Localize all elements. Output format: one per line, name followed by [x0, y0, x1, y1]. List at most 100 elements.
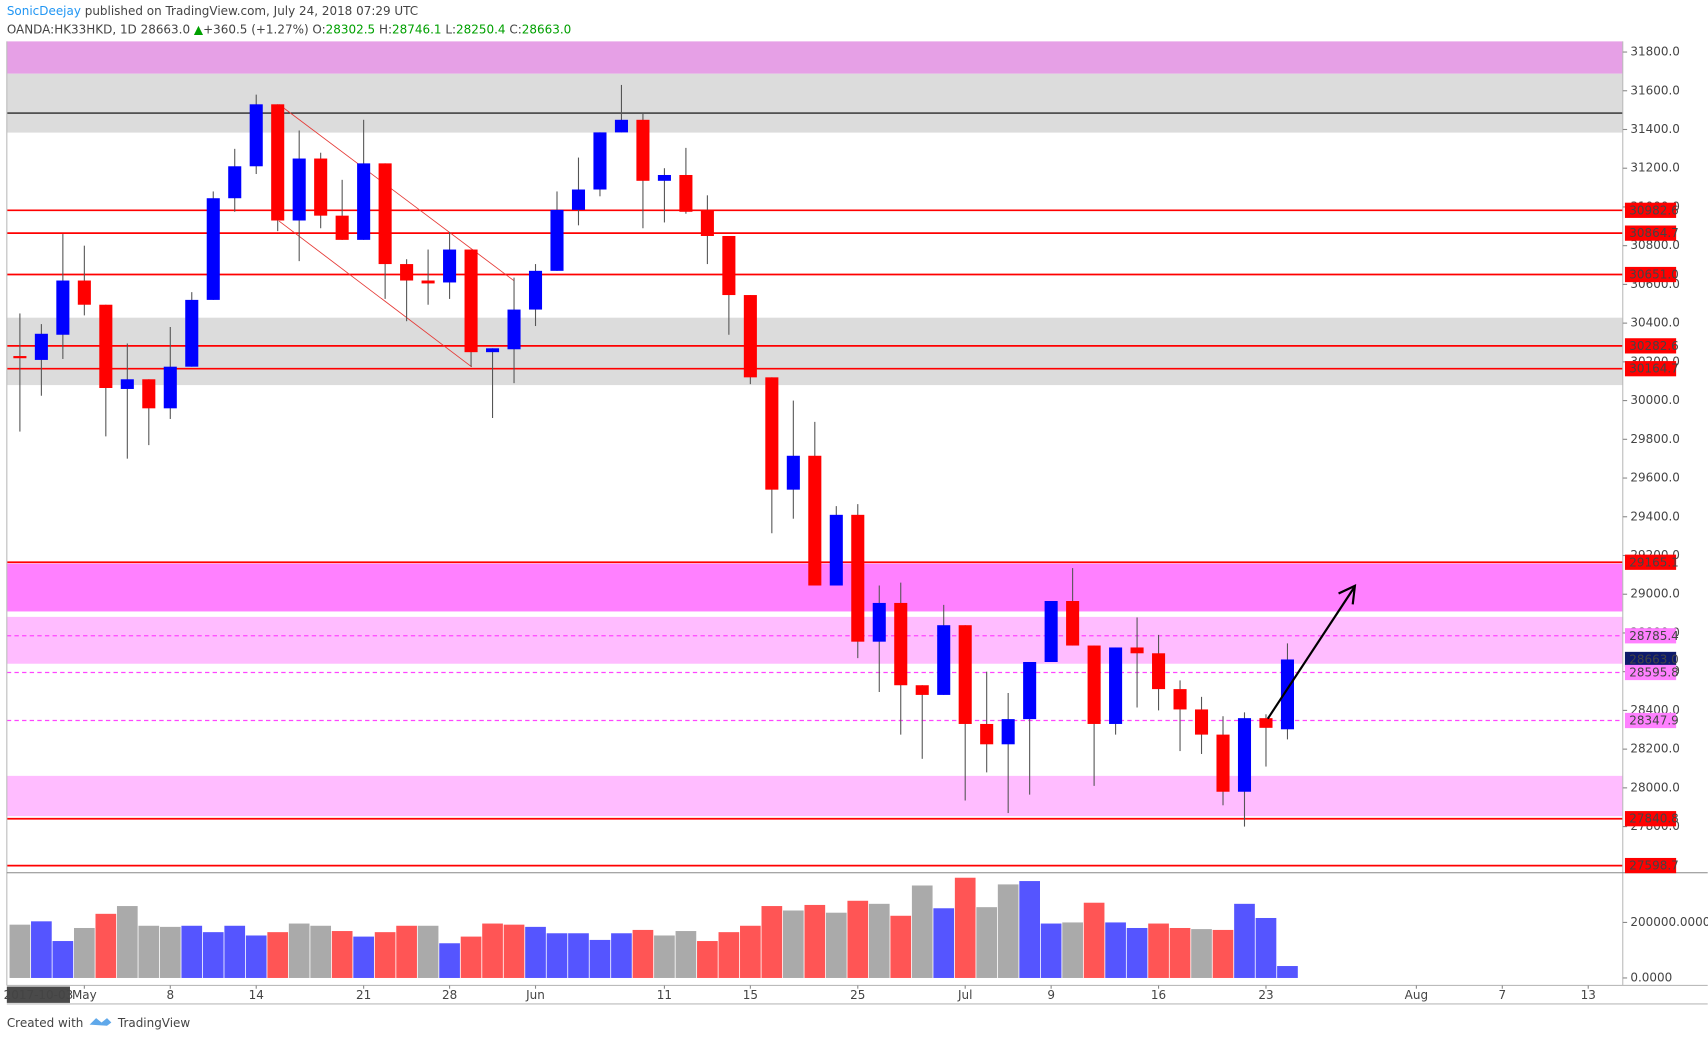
- candle-body: [808, 455, 822, 586]
- volume-bar: [288, 923, 310, 978]
- y-tick-label: 28200.0: [1630, 742, 1680, 756]
- volume-bar: [976, 907, 998, 978]
- candle-body: [271, 104, 285, 221]
- level-label-box: [1624, 811, 1677, 827]
- volume-bar: [1191, 929, 1212, 978]
- volume-bar: [1169, 927, 1191, 978]
- volume-bar: [52, 941, 74, 978]
- volume-bar: [245, 935, 267, 978]
- volume-bar: [868, 903, 890, 978]
- published: published on TradingView.com, July 24, 2…: [85, 3, 418, 17]
- volume-bar: [9, 924, 31, 978]
- y-tick-label: 28000.0: [1630, 780, 1680, 794]
- candle-body: [1194, 709, 1209, 735]
- volume-bar: [138, 925, 160, 978]
- candle-body: [1130, 647, 1144, 654]
- level-label-box: [1624, 225, 1677, 241]
- volume-bar: [740, 925, 761, 978]
- volume-bar: [202, 932, 224, 978]
- volume-bar: [954, 877, 976, 978]
- volume-bar: [697, 941, 718, 978]
- candle-body: [872, 602, 886, 642]
- volume-bar: [1062, 922, 1083, 978]
- volume-bar: [224, 925, 246, 978]
- change: +360.5 (+1.27%): [203, 22, 308, 36]
- candle-body: [786, 455, 800, 490]
- volume-bar: [1126, 927, 1148, 978]
- volume-bar: [804, 904, 826, 978]
- x-tick-label: 16: [1151, 988, 1166, 1002]
- candle-body: [314, 158, 328, 216]
- candle-body: [614, 119, 628, 133]
- candle-body: [1023, 661, 1037, 720]
- x-tick-label: 11: [657, 988, 672, 1002]
- symbol: OANDA:HK33HKD, 1D: [7, 22, 137, 36]
- candle-body: [550, 209, 564, 271]
- candle-body: [292, 158, 306, 221]
- zone: [6, 616, 1623, 664]
- date-label-box: [6, 986, 70, 1003]
- x-tick-label: 8: [166, 988, 174, 1002]
- candle-body: [507, 309, 521, 350]
- level-label-box: [1624, 202, 1677, 218]
- chart-area: 27800.028000.028200.028400.028600.028800…: [4, 41, 1708, 1005]
- created-with: Created with: [7, 1016, 84, 1030]
- volume-bar: [1019, 881, 1040, 978]
- x-tick-label: 28: [442, 988, 457, 1002]
- zone: [6, 317, 1623, 386]
- level-label: 28663.0: [1629, 653, 1679, 667]
- volume-bar: [611, 933, 632, 978]
- volume-bar: [31, 921, 52, 978]
- volume-bar: [632, 929, 654, 978]
- candle-body: [56, 280, 70, 335]
- candle-body: [335, 215, 349, 240]
- candle-body: [829, 514, 843, 586]
- y-tick-label: 31600.0: [1630, 83, 1680, 97]
- arrow-head: [1338, 584, 1357, 605]
- o-key: O:: [312, 22, 325, 36]
- candle-body: [378, 163, 392, 265]
- volume-bar: [267, 932, 289, 978]
- trend-line: [278, 220, 473, 368]
- l-value: 28250.4: [456, 22, 506, 36]
- y-tick-label: 31800.0: [1630, 45, 1680, 59]
- author[interactable]: SonicDeejay: [7, 3, 81, 17]
- y-tick-label: 29600.0: [1630, 471, 1680, 485]
- candle-body: [937, 625, 951, 695]
- candle-body: [163, 366, 177, 409]
- candle-body: [1216, 734, 1230, 792]
- last-price: 28663.0: [141, 22, 190, 36]
- candle-body: [13, 356, 27, 359]
- volume-bar: [310, 925, 332, 978]
- x-tick-label: 23: [1258, 988, 1273, 1002]
- candle-body: [464, 249, 478, 353]
- candle-body: [357, 163, 371, 240]
- level-label: 30282.6: [1629, 339, 1679, 353]
- candle-body: [1066, 601, 1080, 646]
- level-label: 27840.8: [1629, 812, 1679, 826]
- volume-bar: [1212, 929, 1234, 978]
- y-tick-label: 30000.0: [1630, 393, 1680, 407]
- c-value: 28663.0: [522, 22, 572, 36]
- candle-body: [486, 348, 500, 353]
- candle-body: [571, 189, 586, 210]
- level-label-box: [1624, 338, 1677, 354]
- volume-bar: [546, 933, 568, 978]
- y-tick-label: 31200.0: [1630, 161, 1680, 175]
- zone: [6, 775, 1623, 817]
- x-tick-label: May: [72, 988, 97, 1002]
- tradingview-brand[interactable]: TradingView: [117, 1016, 191, 1030]
- candle-body: [400, 264, 414, 281]
- volume-bar: [1148, 923, 1169, 978]
- x-tick-label: 9: [1047, 988, 1055, 1002]
- level-label-box: [1624, 651, 1677, 668]
- candle-body: [77, 280, 91, 305]
- h-value: 28746.1: [392, 22, 442, 36]
- volume-tick-label: 200000.0000: [1630, 915, 1708, 929]
- candle-body: [421, 280, 435, 284]
- level-label-box: [1624, 664, 1677, 681]
- level-label: 28347.9: [1629, 714, 1679, 728]
- level-label-box: [1624, 361, 1677, 377]
- candle-body: [636, 119, 650, 181]
